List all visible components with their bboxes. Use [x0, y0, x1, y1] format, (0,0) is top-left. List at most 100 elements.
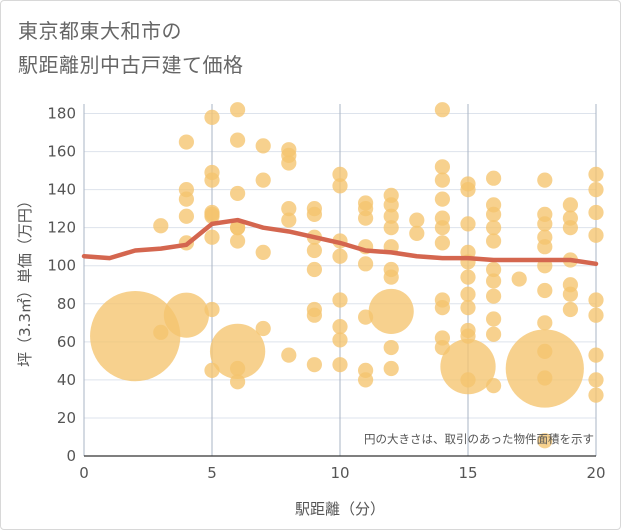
bubble-point: [358, 210, 374, 226]
bubble-point: [486, 378, 502, 394]
bubble-point: [383, 208, 399, 224]
bubble-point: [332, 292, 348, 308]
bubble-point: [537, 282, 553, 299]
bubble-point: [460, 269, 476, 285]
bubble-point: [486, 261, 502, 278]
bubble-point: [306, 261, 322, 278]
bubble-point: [409, 212, 425, 228]
bubble-point: [537, 172, 553, 188]
title-line-2: 駅距離別中古戸建て価格: [18, 53, 244, 77]
bubble-point: [383, 197, 399, 213]
bubble-point: [537, 216, 553, 232]
bubble-point: [306, 357, 322, 373]
bubble-point: [153, 324, 169, 340]
bubble-point: [332, 332, 348, 348]
bubble-point: [332, 178, 348, 194]
bubble-point: [281, 347, 297, 363]
bubble-point: [230, 102, 246, 118]
bubble-point: [537, 239, 553, 255]
bubble-point: [588, 387, 604, 403]
bubble-point: [358, 372, 374, 388]
bubble-point: [204, 301, 220, 318]
x-tick-label: 0: [79, 464, 89, 482]
bubble-point: [230, 360, 246, 377]
bubble-point: [306, 206, 322, 222]
bubble-point: [383, 220, 399, 236]
x-tick-label: 20: [586, 464, 605, 482]
y-tick-label: 100: [47, 257, 76, 275]
bubble-point: [588, 292, 604, 308]
bubble-point: [204, 229, 220, 245]
bubble-point: [562, 286, 579, 302]
title-line-1: 東京都東大和市の: [18, 19, 182, 43]
bubble-point: [434, 159, 450, 175]
bubble-point: [230, 233, 246, 249]
bubble-point: [332, 357, 348, 373]
bubble-point: [562, 197, 579, 213]
bubble-point: [486, 206, 502, 222]
bubble-point: [537, 433, 553, 449]
bubble-point: [486, 288, 502, 304]
bubble-point: [204, 208, 220, 224]
bubble-point: [204, 172, 220, 188]
bubble-point: [230, 374, 246, 390]
bubble-point: [588, 347, 604, 363]
y-tick-label: 60: [57, 333, 76, 351]
bubble-point: [486, 273, 502, 289]
tick-labels: 0 20 40 60 80 100 120 140 160 180 0 5 10 15 20: [47, 105, 605, 482]
trend-line-layer: [81, 217, 599, 267]
y-tick-label: 180: [47, 105, 76, 123]
x-axis-label: 駅距離（分）: [295, 500, 385, 518]
y-tick-label: 0: [66, 447, 76, 465]
bubble-point: [383, 360, 399, 377]
bubble-point: [358, 256, 374, 272]
x-tick-label: 10: [330, 464, 349, 482]
chart-title: 東京都東大和市の 駅距離別中古戸建て価格: [18, 14, 244, 82]
bubble-point: [255, 172, 271, 188]
bubble-point: [460, 182, 476, 198]
bubble-point: [460, 286, 476, 302]
bubble-layer: [90, 102, 604, 449]
bubble-point: [306, 242, 322, 259]
bubble-point: [230, 220, 246, 236]
trend-line: [81, 217, 599, 267]
y-tick-label: 120: [47, 219, 76, 237]
bubble-point: [434, 191, 450, 207]
bubble-point: [588, 166, 604, 182]
y-tick-label: 140: [47, 181, 76, 199]
bubble-point: [588, 182, 604, 198]
y-tick-label: 80: [57, 295, 76, 313]
y-tick-label: 20: [57, 409, 76, 427]
bubble-point: [562, 220, 579, 236]
bubble-point: [511, 271, 527, 287]
bubble-point: [440, 338, 496, 395]
bubble-point: [434, 172, 450, 188]
bubble-point: [178, 191, 194, 207]
bubble-point: [486, 233, 502, 249]
bubble-point: [409, 225, 425, 241]
bubble-point: [460, 216, 476, 232]
bubble-point: [434, 102, 450, 118]
bubble-point: [383, 269, 399, 285]
bubble-point: [588, 227, 604, 243]
bubble-point: [204, 109, 220, 125]
bubble-point: [434, 299, 450, 316]
bubble-point: [332, 319, 348, 335]
bubble-point: [255, 320, 271, 337]
bubble-point: [255, 138, 271, 154]
bubble-point: [368, 288, 414, 334]
bubble-point: [537, 370, 553, 386]
bubble-point: [178, 208, 194, 224]
bubble-point: [460, 372, 476, 388]
bubble-point: [434, 220, 450, 236]
bubble-point: [434, 235, 450, 251]
bubble-point: [230, 132, 246, 148]
x-tick-label: 15: [458, 464, 477, 482]
bubble-point: [537, 315, 553, 331]
bubble-point: [255, 244, 271, 261]
bubble-point: [332, 248, 348, 264]
bubble-point: [383, 339, 399, 356]
bubble-point: [332, 166, 348, 182]
bubble-point: [486, 220, 502, 236]
